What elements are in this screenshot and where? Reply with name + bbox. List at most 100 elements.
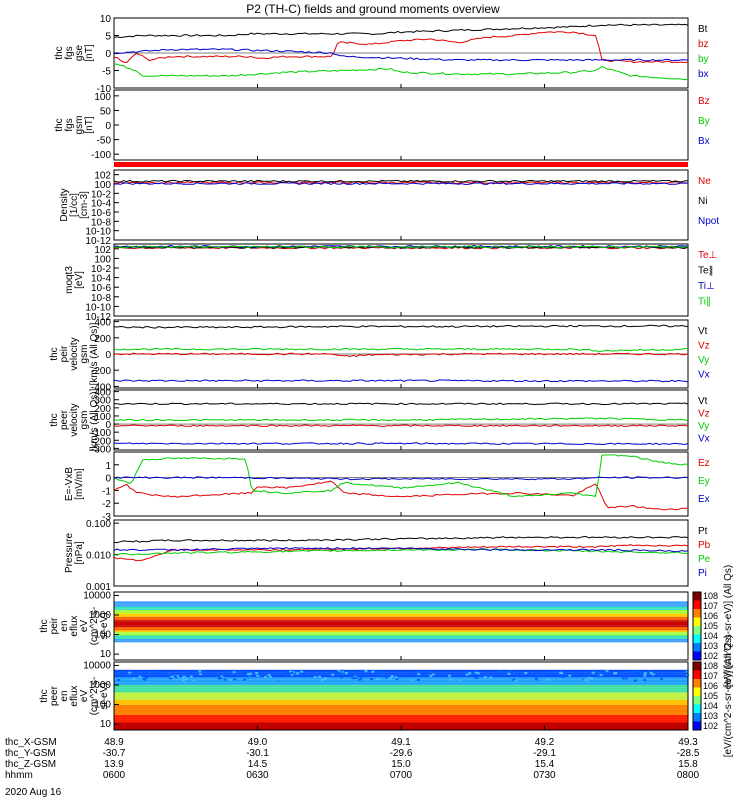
time-axis-value: 0700 — [390, 770, 413, 781]
spectrogram-speckle — [429, 674, 433, 677]
spectrogram-speckle — [370, 677, 374, 680]
spectrogram-band — [114, 677, 688, 680]
spectrogram-speckle — [483, 676, 487, 679]
colorbar-tick-label: 107 — [703, 671, 718, 681]
spectrogram-speckle — [468, 672, 472, 675]
colorbar-label: [eV/(cm^2-s-sr-eV)] (All Qs) — [723, 565, 734, 687]
colorbar-tick-label: 103 — [703, 641, 718, 651]
spectrogram-speckle — [128, 671, 132, 674]
spectrogram-speckle — [290, 672, 294, 675]
spectrogram-speckle — [353, 675, 357, 678]
spectrogram-band — [114, 606, 688, 609]
legend-item: Vz — [698, 341, 710, 352]
y-tick-label: 0 — [105, 350, 111, 361]
legend-item: Te∥ — [698, 266, 714, 277]
spectrogram-speckle — [409, 679, 413, 682]
spectrogram-band — [114, 684, 688, 688]
spectrogram-band — [114, 679, 688, 683]
spectrogram-speckle — [301, 673, 305, 676]
spectrogram-speckle — [507, 672, 511, 675]
spectrogram-band — [114, 704, 688, 708]
y-tick-label: 100 — [94, 412, 111, 423]
legend-item: Pe — [698, 554, 711, 565]
series-line-bt — [113, 23, 689, 39]
y-tick-label: 10000 — [83, 660, 111, 671]
colorbar-tick-label: 105 — [703, 691, 718, 701]
y-axis-label-line: fgs — [64, 118, 75, 131]
series-line-te∥ — [113, 245, 689, 249]
spectrogram-speckle — [421, 671, 425, 674]
spectrogram-speckle — [605, 670, 609, 673]
panel-5: 400 200 0 -200 -400 Vt Vz Vy Vx thc peir velocity gs… — [49, 318, 710, 394]
legend-item: by — [698, 54, 709, 65]
y-axis-label-line: sr-eV) — [99, 682, 110, 709]
spectrogram-speckle — [317, 675, 321, 678]
spectrogram-speckle — [313, 676, 317, 679]
spectrogram-speckle — [449, 678, 453, 681]
spectrogram-speckle — [394, 676, 398, 679]
spectrogram-speckle — [144, 676, 148, 679]
series-line-vy — [113, 417, 689, 422]
colorbar-segment — [693, 643, 701, 652]
y-tick-label: -300 — [91, 444, 111, 455]
spectrogram-speckle — [590, 677, 594, 680]
spectrogram-speckle — [546, 678, 550, 681]
colorbar-segment — [693, 721, 701, 731]
time-axis-value: 49.3 — [678, 737, 698, 748]
y-axis-label-line: velocity — [69, 403, 80, 436]
spectrogram-speckle — [259, 674, 263, 677]
spectrogram-speckle — [188, 671, 192, 674]
spectrogram-speckle — [246, 673, 250, 676]
spectrogram-speckle — [115, 671, 119, 674]
y-tick-label: 400 — [94, 388, 111, 399]
spectrogram-speckle — [599, 674, 603, 677]
time-axis-value: 0730 — [533, 770, 556, 781]
legend-item: Npot — [698, 216, 719, 227]
spectrogram-band — [114, 611, 688, 614]
spectrogram-speckle — [376, 677, 380, 680]
spectrogram-speckle — [359, 677, 363, 680]
spectrogram-band — [114, 674, 688, 678]
y-tick-label: 400 — [94, 318, 111, 329]
spectrogram-speckle — [117, 679, 121, 682]
legend-5: Vt Vz Vy Vx — [698, 326, 710, 381]
spectrogram-speckle — [364, 670, 368, 673]
spectrogram-speckle — [591, 671, 595, 674]
spectrogram-speckle — [474, 673, 478, 676]
y-axis-label-7: E=-VxB [mV/m] — [64, 467, 85, 502]
colorbar-segment — [693, 696, 701, 705]
series-line-vx — [113, 442, 689, 446]
legend-2: Bz By Bx — [698, 96, 710, 147]
spectrogram-speckle — [185, 677, 189, 680]
y-axis-label-line: gsm — [74, 116, 85, 135]
series-line-ni — [113, 179, 689, 183]
spectrogram-speckle — [243, 670, 247, 673]
y-tick-label: 102 — [94, 245, 111, 256]
colorbar-tick-label: 108 — [703, 661, 718, 671]
spectrogram-speckle — [489, 676, 493, 679]
y-axis-label-line: en — [59, 620, 70, 631]
legend-7: Ez Ey Ex — [698, 458, 710, 505]
y-axis-label-line: thc — [39, 619, 50, 632]
spectrogram-speckle — [329, 672, 333, 675]
y-axis-label-line: peir — [59, 345, 70, 362]
series-line-vz — [113, 424, 689, 427]
series-line-vy — [113, 347, 688, 352]
spectrogram-speckle — [143, 670, 147, 673]
colorbar-tick-label: 107 — [703, 601, 718, 611]
time-axis-value: 13.9 — [104, 759, 124, 770]
legend-item: Te⊥ — [698, 250, 717, 261]
spectrogram-speckle — [132, 677, 136, 680]
y-axis-label-line: en — [59, 690, 70, 701]
spectrogram-speckle — [613, 672, 617, 675]
spectrogram-speckle — [341, 672, 345, 675]
y-tick-label: 100 — [94, 700, 111, 711]
spectrogram-band — [114, 672, 688, 675]
y-tick-label: 300 — [94, 396, 111, 407]
colorbar-label: [eV/(cm^2-s-sr-eV)] (All Qs) — [723, 635, 734, 757]
y-axis-label-2: thc fgs gsm [nT] — [54, 116, 95, 135]
spectrogram-speckle — [192, 679, 196, 682]
